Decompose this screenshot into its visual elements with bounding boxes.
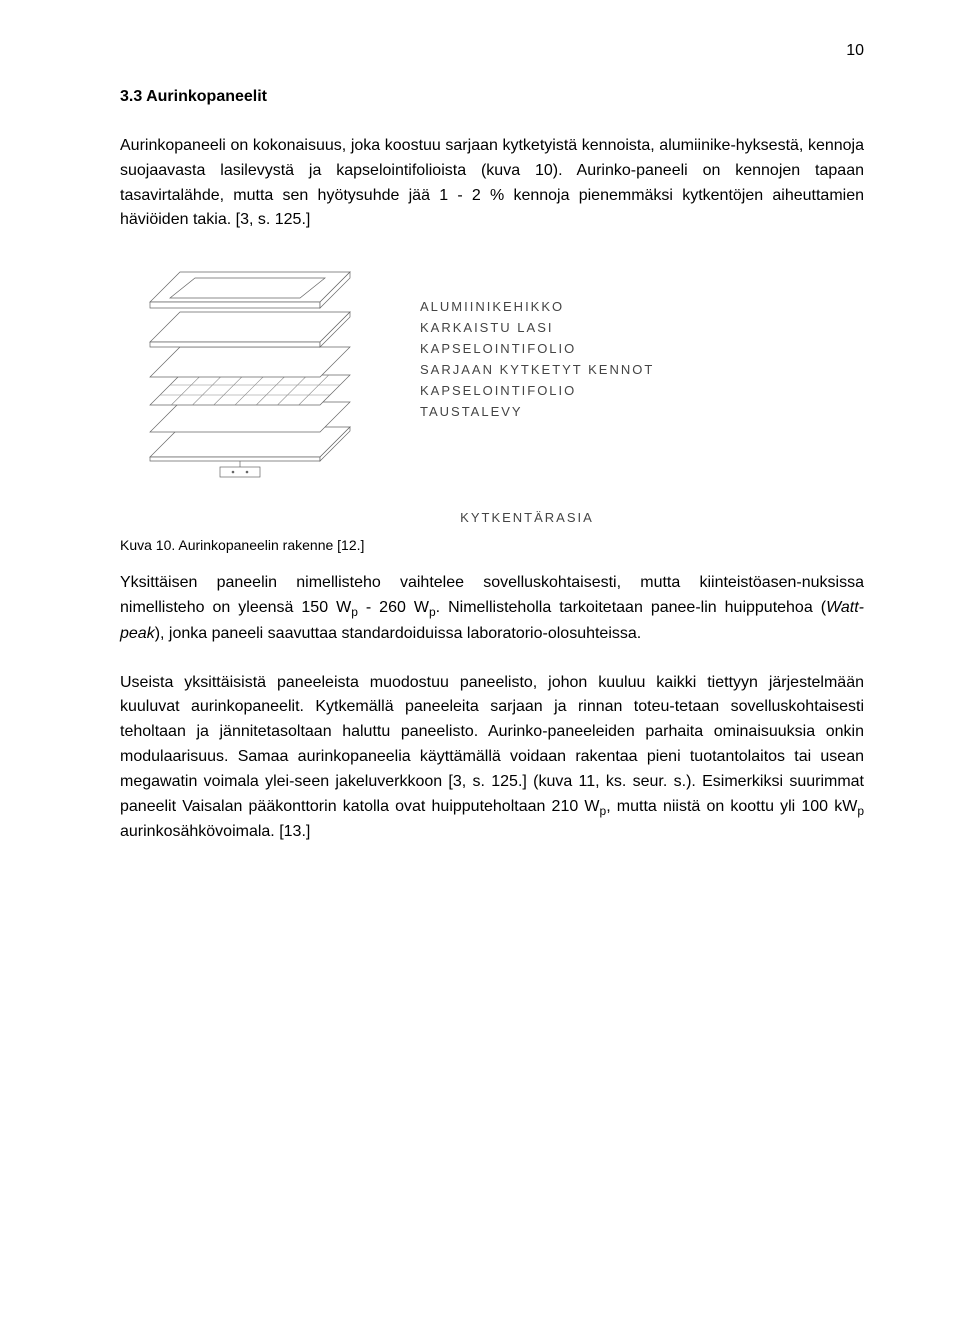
paragraph-3: Useista yksittäisistä paneeleista muodos… <box>120 671 864 846</box>
label-encapsulant-2: KAPSELOINTIFOLIO <box>420 383 864 398</box>
page: 10 3.3 Aurinkopaneelit Aurinkopaneeli on… <box>0 0 960 1339</box>
p2-text-c: . Nimellisteholla tarkoitetaan panee-lin… <box>436 599 826 616</box>
p3-text-c: aurinkosähkövoimala. [13.] <box>120 823 310 840</box>
subscript-p-2: p <box>429 605 436 619</box>
figure-caption: Kuva 10. Aurinkopaneelin rakenne [12.] <box>120 537 864 553</box>
p3-text-a: Useista yksittäisistä paneeleista muodos… <box>120 674 864 815</box>
label-junction-box: KYTKENTÄRASIA <box>190 510 864 525</box>
label-backsheet: TAUSTALEVY <box>420 404 864 419</box>
subscript-p-4: p <box>857 804 864 818</box>
subscript-p-1: p <box>351 605 358 619</box>
p2-text-b: - 260 W <box>358 599 429 616</box>
figure-row: ALUMIINIKEHIKKO KARKAISTU LASI KAPSELOIN… <box>120 257 864 502</box>
p3-text-b: , mutta niistä on koottu yli 100 kW <box>606 798 857 815</box>
layer-labels: ALUMIINIKEHIKKO KARKAISTU LASI KAPSELOIN… <box>420 257 864 425</box>
paragraph-2: Yksittäisen paneelin nimellisteho vaihte… <box>120 571 864 646</box>
p2-text-d: ), jonka paneeli saavuttaa standardoidui… <box>155 625 642 642</box>
label-encapsulant-1: KAPSELOINTIFOLIO <box>420 341 864 356</box>
label-cells: SARJAAN KYTKETYT KENNOT <box>420 362 864 377</box>
section-heading: 3.3 Aurinkopaneelit <box>120 88 864 106</box>
panel-svg <box>120 257 380 497</box>
label-aluminium-frame: ALUMIINIKEHIKKO <box>420 299 864 314</box>
figure-10: ALUMIINIKEHIKKO KARKAISTU LASI KAPSELOIN… <box>120 257 864 553</box>
panel-exploded-diagram <box>120 257 380 502</box>
page-number: 10 <box>846 42 864 60</box>
paragraph-1: Aurinkopaneeli on kokonaisuus, joka koos… <box>120 134 864 233</box>
label-tempered-glass: KARKAISTU LASI <box>420 320 864 335</box>
